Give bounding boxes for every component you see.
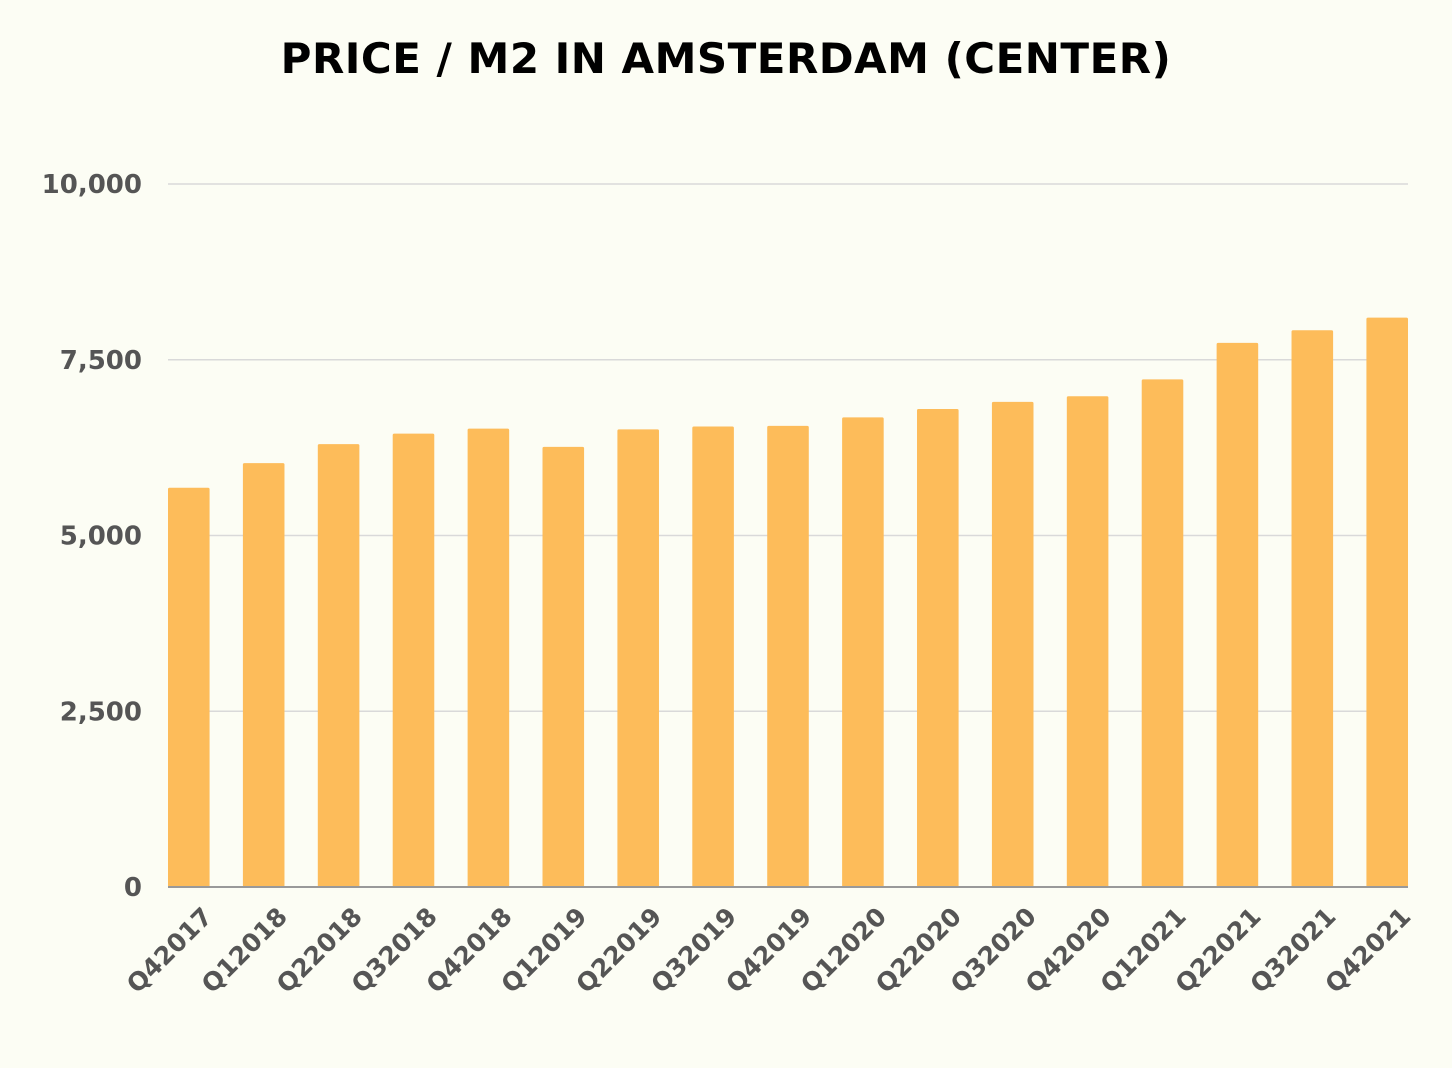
y-tick-label: 0	[124, 873, 142, 903]
bar-q12020	[842, 417, 884, 887]
bar-q12021	[1141, 379, 1184, 887]
bar-q22019	[617, 429, 659, 887]
x-tick-labels: Q42017Q12018Q22018Q32018Q42018Q12019Q220…	[121, 902, 1416, 999]
bar-q12019	[542, 446, 585, 887]
bar-q12018	[242, 463, 285, 887]
bar-q42020	[1066, 396, 1109, 887]
chart-title: PRICE / M2 IN AMSTERDAM (CENTER)	[280, 34, 1172, 83]
bar-q42018	[467, 428, 510, 887]
bar-q32020	[991, 401, 1034, 887]
y-tick-label: 2,500	[60, 697, 142, 727]
bar-q32021	[1291, 330, 1334, 887]
bar-q42021	[1366, 317, 1408, 887]
bar-q22021	[1216, 342, 1259, 887]
bar-q42017	[168, 487, 210, 887]
y-tick-label: 10,000	[42, 170, 142, 200]
bar-q42019	[767, 425, 809, 887]
bar-q32019	[692, 426, 734, 887]
bar-q22020	[917, 408, 959, 887]
bar-q32018	[392, 433, 435, 887]
y-tick-label: 5,000	[60, 522, 142, 552]
bar-q22018	[317, 444, 360, 887]
y-tick-labels: 0 2,500 5,000 7,500 10,000	[42, 170, 142, 903]
y-tick-label: 7,500	[60, 346, 142, 376]
bars	[168, 317, 1408, 887]
